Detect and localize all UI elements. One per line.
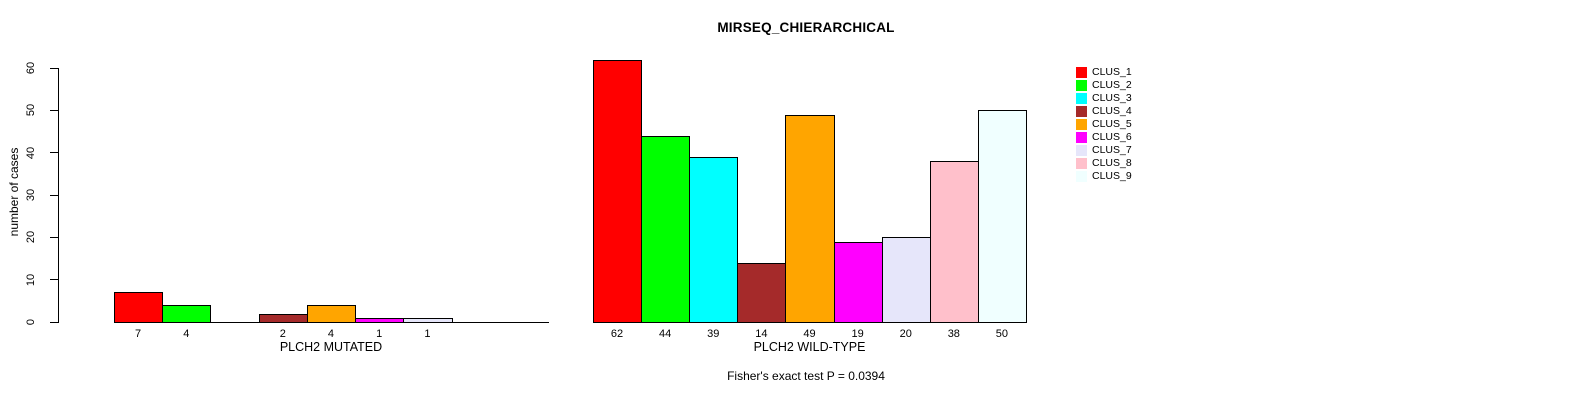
y-axis-tick-label: 0 bbox=[25, 318, 37, 326]
legend-color-swatch bbox=[1076, 106, 1087, 117]
legend-item: CLUS_9 bbox=[1076, 170, 1132, 183]
y-axis-tick bbox=[50, 321, 58, 323]
y-axis-tick-label: 30 bbox=[25, 188, 37, 202]
y-axis-tick-label: 20 bbox=[25, 231, 37, 244]
y-axis-tick bbox=[50, 236, 58, 238]
legend-color-swatch bbox=[1076, 171, 1087, 182]
chart-title: MIRSEQ_CHIERARCHICAL bbox=[717, 20, 895, 35]
bar-clus_5 bbox=[785, 115, 835, 323]
legend-item-label: CLUS_4 bbox=[1092, 105, 1132, 117]
legend-item-label: CLUS_7 bbox=[1092, 144, 1132, 156]
bar-value-label: 20 bbox=[899, 328, 912, 340]
y-axis-tick bbox=[50, 67, 58, 69]
legend-item-label: CLUS_9 bbox=[1092, 170, 1132, 182]
legend-item: CLUS_1 bbox=[1076, 66, 1132, 79]
legend-color-swatch bbox=[1076, 67, 1087, 78]
legend-item: CLUS_6 bbox=[1076, 131, 1132, 144]
legend-item-label: CLUS_1 bbox=[1092, 66, 1132, 78]
bar-value-label: 49 bbox=[803, 328, 816, 340]
y-axis-line bbox=[58, 68, 59, 323]
bar-clus_8 bbox=[929, 161, 979, 323]
bar-value-label: 39 bbox=[707, 328, 720, 340]
bar-value-label: 2 bbox=[279, 328, 286, 340]
legend-item: CLUS_7 bbox=[1076, 144, 1132, 157]
bar-value-label: 38 bbox=[947, 328, 960, 340]
y-axis-tick bbox=[50, 279, 58, 281]
y-axis-tick-label: 60 bbox=[25, 61, 37, 75]
legend-item-label: CLUS_5 bbox=[1092, 118, 1132, 130]
bar-clus_2 bbox=[641, 136, 691, 323]
bar-clus_1 bbox=[593, 60, 643, 323]
y-axis-tick-label: 40 bbox=[25, 146, 37, 159]
legend: CLUS_1 CLUS_2 CLUS_3 CLUS_4 CLUS_5 CLUS_6 CLUS… bbox=[1076, 66, 1132, 183]
bar-value-label: 14 bbox=[755, 328, 768, 340]
bar-clus_7 bbox=[881, 237, 931, 323]
legend-color-swatch bbox=[1076, 80, 1087, 91]
bar-value-label: 1 bbox=[376, 328, 383, 340]
legend-item: CLUS_5 bbox=[1076, 118, 1132, 131]
x-axis-label-plch2-mutated: PLCH2 MUTATED bbox=[279, 340, 383, 354]
bar-value-label: 1 bbox=[424, 328, 431, 340]
legend-color-swatch bbox=[1076, 119, 1087, 130]
y-axis-tick bbox=[50, 194, 58, 196]
y-axis-tick-label: 50 bbox=[25, 104, 37, 117]
bar-clus_5 bbox=[306, 305, 357, 323]
bar-clus_3 bbox=[689, 157, 739, 323]
bar-value-label: 62 bbox=[610, 328, 624, 340]
bar-value-label: 50 bbox=[995, 328, 1009, 340]
legend-color-swatch bbox=[1076, 145, 1087, 156]
legend-item-label: CLUS_6 bbox=[1092, 131, 1132, 143]
legend-item: CLUS_8 bbox=[1076, 157, 1132, 170]
bar-clus_7 bbox=[403, 318, 453, 323]
bar-value-label: 7 bbox=[135, 328, 142, 340]
bar-clus_2 bbox=[162, 305, 212, 323]
bar-value-label: 44 bbox=[659, 328, 672, 340]
bar-clus_4 bbox=[737, 263, 787, 323]
bar-clus_4 bbox=[258, 314, 308, 323]
bar-clus_1 bbox=[114, 292, 164, 323]
bar-clus_6 bbox=[833, 242, 883, 323]
legend-item: CLUS_2 bbox=[1076, 79, 1132, 92]
y-axis-tick-label: 10 bbox=[25, 273, 37, 286]
legend-color-swatch bbox=[1076, 132, 1087, 143]
legend-item: CLUS_3 bbox=[1076, 92, 1132, 105]
legend-color-swatch bbox=[1076, 93, 1087, 104]
fisher-test-caption: Fisher's exact test P = 0.0394 bbox=[727, 369, 885, 383]
y-axis-title: number of cases bbox=[7, 147, 21, 237]
x-axis-label-plch2-wild-type: PLCH2 WILD-TYPE bbox=[753, 340, 866, 354]
legend-item-label: CLUS_3 bbox=[1092, 92, 1132, 104]
bar-value-label: 4 bbox=[327, 328, 335, 340]
y-axis-tick bbox=[50, 152, 58, 154]
legend-item-label: CLUS_8 bbox=[1092, 157, 1132, 169]
bar-value-label: 19 bbox=[851, 328, 864, 340]
y-axis-tick bbox=[50, 109, 58, 111]
legend-item-label: CLUS_2 bbox=[1092, 79, 1132, 91]
bar-clus_9 bbox=[977, 110, 1027, 323]
bar-value-label: 4 bbox=[183, 328, 190, 340]
legend-color-swatch bbox=[1076, 158, 1087, 169]
bar-clus_6 bbox=[355, 318, 405, 323]
legend-item: CLUS_4 bbox=[1076, 105, 1132, 118]
